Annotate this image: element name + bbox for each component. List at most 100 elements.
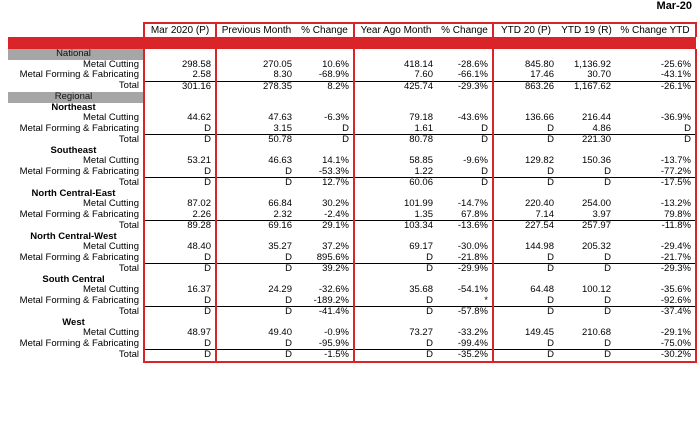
value-cell: -92.6% bbox=[615, 295, 697, 307]
value-cell: D bbox=[615, 134, 697, 146]
value-cell: D bbox=[558, 349, 615, 363]
section-label-national: National bbox=[8, 49, 144, 60]
value-cell: 69.16 bbox=[215, 220, 296, 232]
table-row: Total D D 12.7% 60.06 D D D -17.5% bbox=[8, 177, 697, 189]
table-cell bbox=[354, 49, 437, 60]
value-cell: D bbox=[143, 295, 216, 307]
value-cell: D bbox=[215, 166, 296, 178]
table-row: Metal Forming & Fabricating 2.26 2.32 -2.4%… bbox=[8, 209, 697, 221]
value-cell: D bbox=[143, 123, 216, 135]
value-cell: * bbox=[437, 295, 494, 307]
value-cell: 1.61 bbox=[414, 123, 434, 134]
header-red-band bbox=[8, 37, 696, 49]
region-header: South Central bbox=[8, 274, 697, 286]
row-label: Metal Forming & Fabricating bbox=[19, 295, 139, 306]
value-cell: 7.14 bbox=[535, 209, 555, 220]
value-cell: 301.16 bbox=[143, 80, 216, 92]
value-cell: 50.78 bbox=[215, 134, 296, 146]
region-name: West bbox=[62, 317, 85, 328]
value-cell: -13.7% bbox=[615, 156, 697, 167]
table-cell bbox=[558, 189, 615, 200]
value-cell: -17.5% bbox=[615, 177, 697, 189]
value-cell: D bbox=[547, 252, 554, 263]
value-cell: 2.26 bbox=[143, 209, 216, 221]
value-cell: D bbox=[354, 306, 437, 318]
value-cell: 257.97 bbox=[558, 220, 615, 232]
value-cell: -54.1% bbox=[437, 285, 494, 296]
value-cell: D bbox=[354, 263, 437, 275]
value-cell: D bbox=[143, 338, 216, 350]
table-cell bbox=[215, 317, 296, 328]
value-cell: D bbox=[437, 123, 494, 135]
value-cell: 29.1% bbox=[296, 220, 355, 232]
col-header: Previous Month bbox=[215, 22, 296, 37]
value-cell: 136.66 bbox=[524, 113, 554, 123]
value-cell: -13.2% bbox=[615, 199, 697, 210]
table-body: National Metal Cutting 298.58 270.05 10.6% 41… bbox=[8, 37, 697, 363]
value-cell: D bbox=[215, 263, 296, 275]
value-cell: 24.29 bbox=[215, 285, 296, 296]
value-cell: D bbox=[143, 166, 216, 178]
table-cell bbox=[615, 49, 697, 60]
value-cell: 227.54 bbox=[493, 220, 558, 232]
value-cell: 1.22 bbox=[414, 166, 434, 177]
value-cell: 48.40 bbox=[143, 242, 216, 253]
value-cell: 150.36 bbox=[581, 156, 611, 166]
value-cell: -43.6% bbox=[437, 113, 494, 124]
row-label: Total bbox=[118, 177, 139, 188]
value-cell: 8.2% bbox=[296, 80, 355, 92]
region-header: Southeast bbox=[8, 145, 697, 157]
value-cell: -68.9% bbox=[296, 70, 355, 81]
value-cell: -35.6% bbox=[615, 285, 697, 296]
value-cell: D bbox=[558, 263, 615, 275]
row-label: Metal Cutting bbox=[83, 242, 139, 252]
value-cell: 79.18 bbox=[409, 113, 433, 123]
value-cell: -37.4% bbox=[615, 306, 697, 318]
value-cell: D bbox=[493, 134, 558, 146]
value-cell: -32.6% bbox=[296, 285, 355, 296]
table-cell bbox=[615, 274, 697, 285]
row-label: Metal Cutting bbox=[83, 199, 139, 209]
table-row: Metal Cutting 53.21 46.63 14.1% 58.85 -9.6% 12… bbox=[8, 156, 697, 167]
value-cell: 205.32 bbox=[581, 242, 611, 252]
value-cell: 2.58 bbox=[143, 70, 216, 81]
table-cell bbox=[296, 49, 355, 60]
table-cell bbox=[437, 231, 494, 242]
table-cell bbox=[493, 318, 558, 329]
row-label: Metal Cutting bbox=[83, 59, 139, 70]
red-band-cell bbox=[296, 37, 354, 49]
table-cell bbox=[615, 317, 697, 328]
table-cell bbox=[296, 274, 355, 285]
value-cell: D bbox=[547, 338, 554, 349]
red-band-cell bbox=[615, 37, 696, 49]
table-cell bbox=[493, 146, 558, 157]
value-cell: 30.2% bbox=[296, 199, 355, 210]
value-cell: D bbox=[493, 306, 558, 318]
value-cell: 1,136.92 bbox=[574, 59, 611, 70]
table-cell bbox=[558, 275, 615, 286]
value-cell: 4.86 bbox=[592, 123, 612, 134]
section-header-regional: Regional bbox=[8, 92, 697, 103]
table-cell bbox=[493, 275, 558, 286]
value-cell: -11.8% bbox=[615, 220, 697, 232]
value-cell: D bbox=[215, 306, 296, 318]
value-cell: 66.84 bbox=[215, 199, 296, 210]
value-cell: 7.60 bbox=[414, 70, 434, 80]
value-cell: D bbox=[143, 349, 216, 363]
value-cell: 144.98 bbox=[524, 242, 554, 252]
table-cell bbox=[493, 49, 558, 60]
value-cell: -21.8% bbox=[437, 252, 494, 264]
report-table: Mar 2020 (P) Previous Month % Change Yea… bbox=[8, 22, 697, 363]
value-cell: 48.97 bbox=[143, 328, 216, 339]
value-cell: -13.6% bbox=[437, 220, 494, 232]
value-cell: -33.2% bbox=[437, 328, 494, 339]
table-row: Metal Cutting 44.62 47.63 -6.3% 79.18 -43.6% 1… bbox=[8, 113, 697, 124]
value-cell: 863.26 bbox=[493, 80, 558, 92]
table-cell bbox=[143, 49, 216, 60]
value-cell: -29.9% bbox=[437, 263, 494, 275]
table-row: Total D D -41.4% D -57.8% D D -37.4% bbox=[8, 306, 697, 318]
value-cell: 1.35 bbox=[414, 209, 434, 220]
value-cell: D bbox=[296, 123, 355, 135]
table-row: Metal Forming & Fabricating D D -189.2% D * D D… bbox=[8, 295, 697, 307]
col-header: % Change YTD bbox=[615, 22, 697, 37]
